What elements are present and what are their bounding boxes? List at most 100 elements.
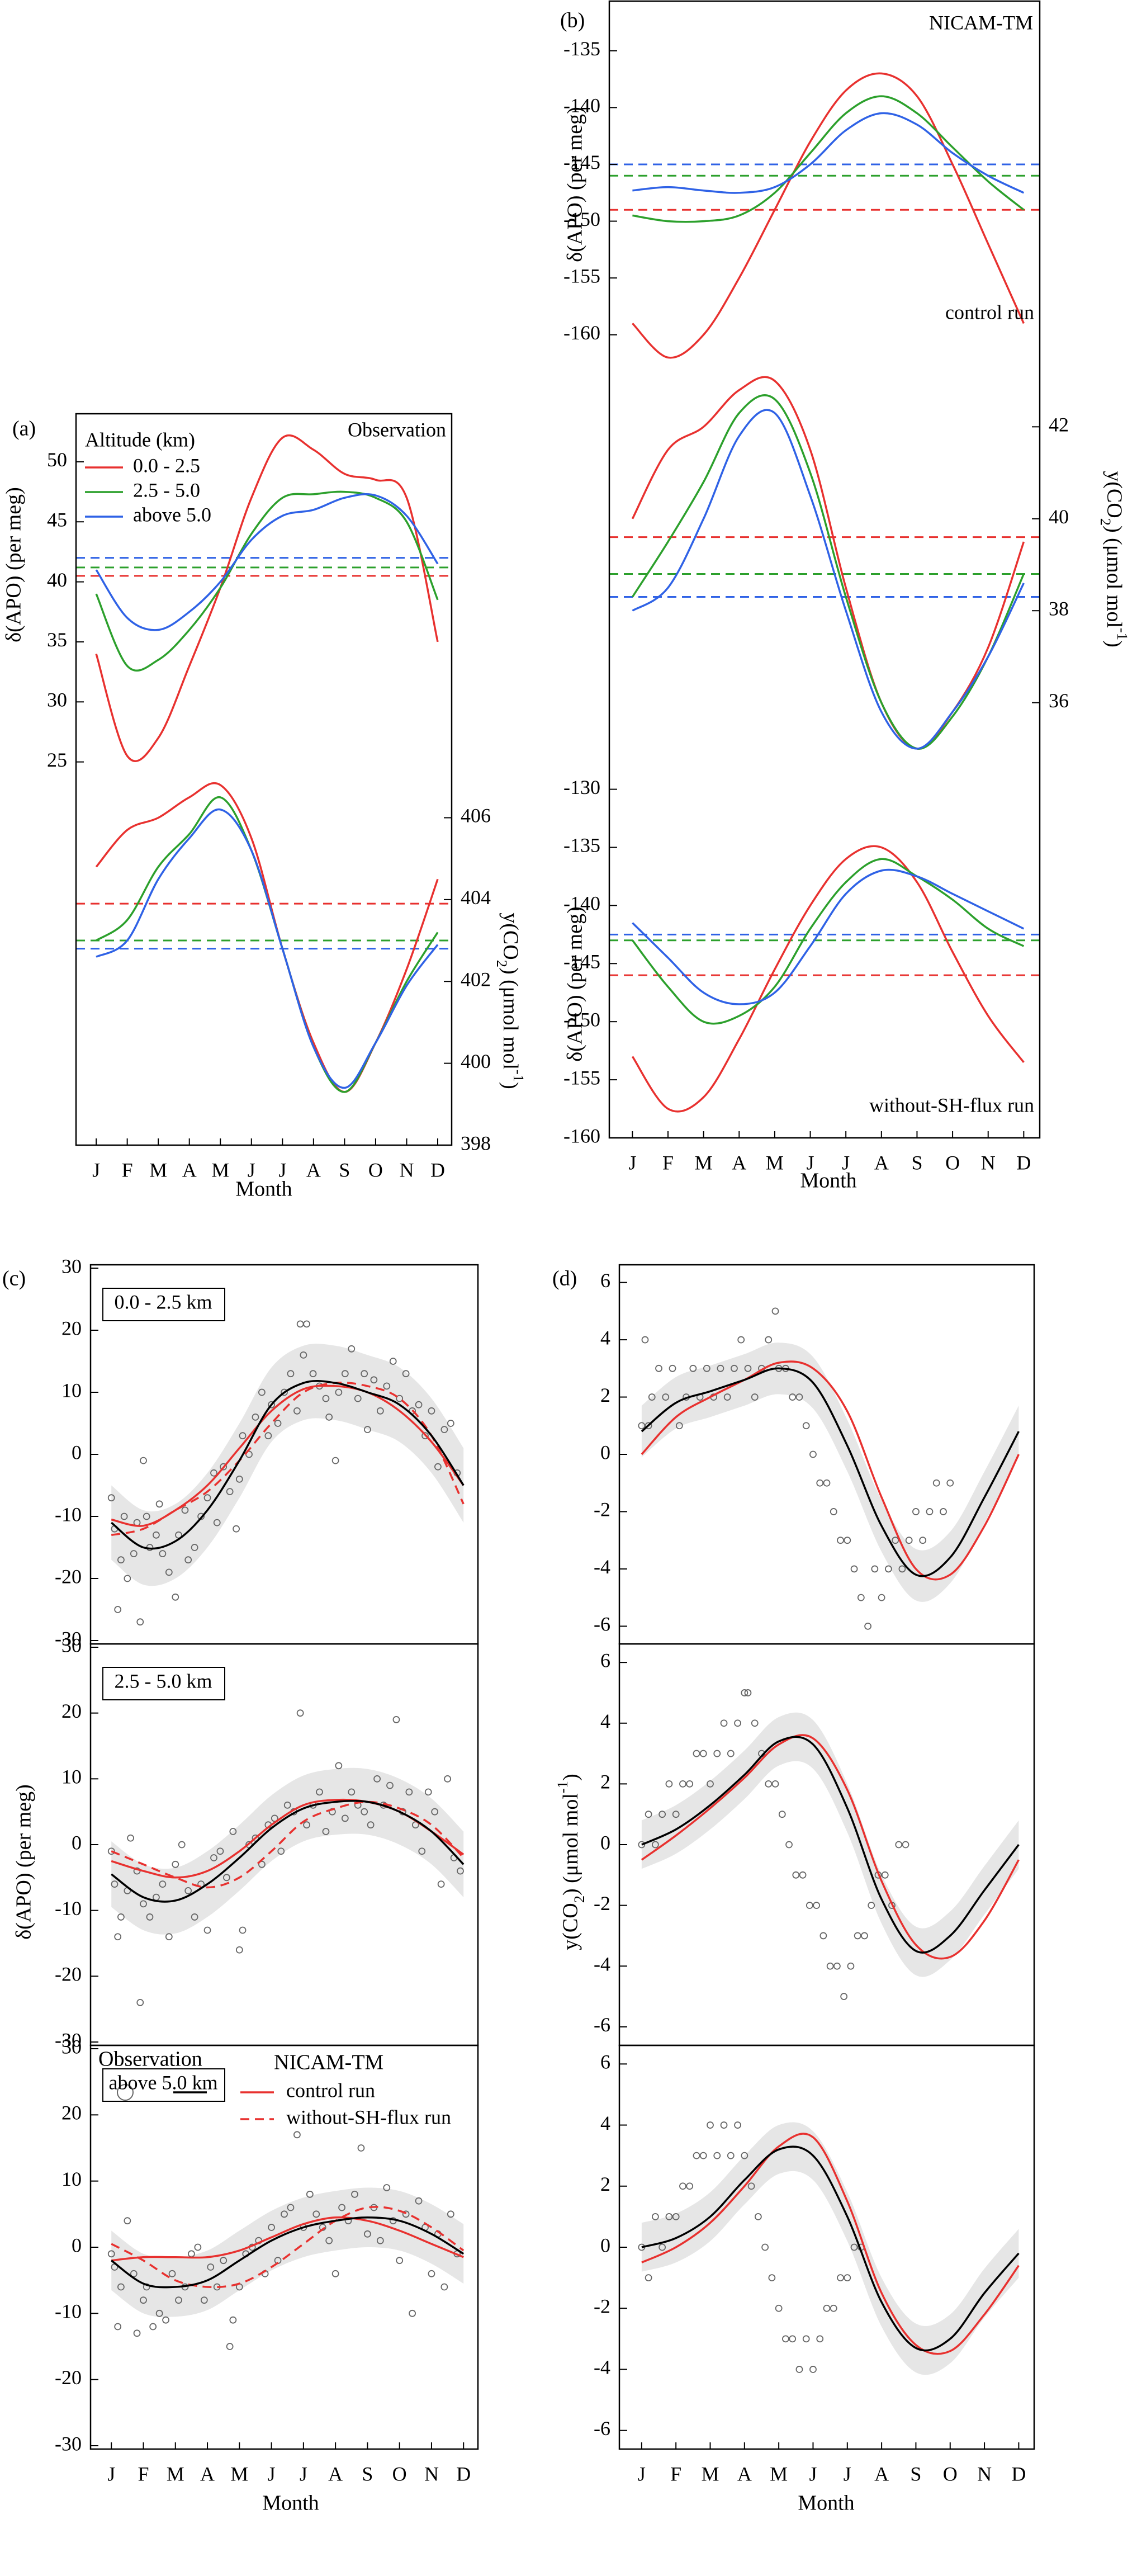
panel-c-observation-point xyxy=(312,2210,320,2218)
panel-d-observation-point xyxy=(717,1364,724,1372)
panel-b-ylabel-top: δ(APO) (per meg) xyxy=(563,107,587,262)
panel-c-observation-point xyxy=(117,1913,125,1921)
panel-c-observation-point xyxy=(316,1788,323,1796)
panel-c-control-line xyxy=(111,1384,465,1527)
panel-a-apo-tick-label: 50 xyxy=(47,448,67,471)
panel-b-month-label: D xyxy=(1016,1151,1031,1174)
panel-c-observation-point xyxy=(361,1808,368,1816)
panel-c-observation-point xyxy=(341,1814,349,1822)
panel-d-control-line xyxy=(641,1734,1020,1960)
panel-d-observation-point xyxy=(785,1841,793,1849)
panel-a-apo-line xyxy=(95,490,439,672)
panel-c-observation-point xyxy=(335,1762,343,1770)
panel-c-y-tick-label: 30 xyxy=(61,1634,82,1656)
panel-d-observation-point xyxy=(686,1780,694,1788)
panel-d-observation-point xyxy=(847,1962,855,1970)
panel-d-observation-point xyxy=(795,2366,803,2373)
panel-a-month-label: J xyxy=(248,1159,255,1181)
panel-a-month-label: F xyxy=(122,1159,133,1181)
panel-d-y-tick-label: -2 xyxy=(594,2295,610,2317)
panel-c-subplot-label-box xyxy=(102,2068,225,2102)
panel-a-co2-tick-label: 400 xyxy=(461,1050,491,1072)
panel-c-observation-point xyxy=(457,1867,464,1875)
panel-d-y-tick-label: 4 xyxy=(600,1326,610,1349)
panel-c-observation-point xyxy=(111,1880,119,1888)
panel-c-observation-point xyxy=(159,1550,167,1558)
panel-c-observation-point xyxy=(178,1841,186,1849)
panel-d-month-label: J xyxy=(844,2462,851,2485)
panel-a-month-label: D xyxy=(430,1159,445,1181)
panel-c-observation-fit-line xyxy=(111,1380,465,1550)
panel-c-y-tick-label: -30 xyxy=(55,2029,82,2051)
panel-c-observation-point xyxy=(172,1860,179,1868)
panel-d-observation-point xyxy=(809,1450,817,1458)
panel-d-observation-point xyxy=(871,1565,879,1573)
panel-b-bottom-tick-label: -145 xyxy=(563,951,600,973)
panel-c-observation-point xyxy=(210,1854,217,1861)
panel-c-legend-model: NICAM-TM xyxy=(274,2051,383,2074)
panel-c-month-label: M xyxy=(230,2462,248,2485)
panel-d-observation-point xyxy=(741,2152,748,2159)
panel-d-observation-point xyxy=(731,1364,738,1372)
panel-c-observation-point xyxy=(229,1828,237,1835)
panel-d-observation-point xyxy=(744,1689,752,1696)
panel-c-observation-point xyxy=(322,1828,330,1835)
panel-d-observation-point xyxy=(940,1508,947,1515)
panel-d-observation-point xyxy=(679,2182,686,2190)
panel-c-observation-point xyxy=(271,1814,278,1822)
panel-c-observation-point xyxy=(226,1488,234,1496)
panel-c-observation-point xyxy=(130,2270,138,2277)
panel-c-ylabel: δ(APO) (per meg) xyxy=(12,1784,36,1940)
panel-c-subplot-label-box xyxy=(102,1288,225,1321)
panel-d-y-tick-label: 0 xyxy=(600,1831,610,1854)
panel-d-observation-point xyxy=(902,1841,909,1849)
panel-c-observation-point xyxy=(415,2197,423,2205)
panel-d-y-tick-label: 0 xyxy=(600,1441,610,1463)
panel-b-ylabel-right: y(CO2) (μmol mol-1) xyxy=(1097,471,1131,647)
panel-c-band xyxy=(111,2187,464,2317)
panel-d-observation-point xyxy=(932,1479,940,1487)
panel-c-observation-point xyxy=(140,1900,147,1908)
panel-c-observation-point xyxy=(424,1788,432,1796)
panel-b-co2-line xyxy=(631,394,1025,750)
panel-d-observation-point xyxy=(778,1811,786,1818)
panel-a-apo-line xyxy=(95,434,439,762)
panel-d-y-tick-label: 4 xyxy=(600,1710,610,1732)
panel-b-frame xyxy=(608,0,1041,1139)
panel-c-observation-point xyxy=(120,1512,128,1520)
panel-a-apo-tick-label: 40 xyxy=(47,569,67,591)
panel-c-subplot-label-box xyxy=(102,1667,225,1700)
panel-d-month-label: O xyxy=(943,2462,958,2485)
panel-c-observation-point xyxy=(239,1432,247,1440)
panel-b-title: NICAM-TM xyxy=(929,11,1033,34)
panel-d-observation-point xyxy=(782,2335,789,2343)
panel-c-observation-point xyxy=(203,1926,211,1934)
panel-c-observation-point xyxy=(421,1432,429,1440)
panel-a-co2-tick-label: 406 xyxy=(461,805,491,827)
panel-d-y-tick-label: 6 xyxy=(600,1649,610,1671)
panel-d-y-tick-label: -6 xyxy=(594,2417,610,2440)
panel-d-observation-point xyxy=(638,1841,646,1849)
panel-a-ylabel-left: δ(APO) (per meg) xyxy=(2,487,26,642)
panel-d-observation-point xyxy=(775,2304,783,2312)
panel-d-observation-point xyxy=(699,2152,707,2159)
panel-c-observation-point xyxy=(300,1351,307,1359)
panel-c-observation-point xyxy=(437,1880,445,1888)
panel-d-observation-point xyxy=(734,2121,741,2129)
panel-d-observation-point xyxy=(823,2304,831,2312)
panel-d-observation-point xyxy=(799,1871,807,1879)
panel-d-observation-point xyxy=(895,1841,903,1849)
panel-c-observation-point xyxy=(361,1370,368,1378)
panel-c-observation-point xyxy=(306,2190,314,2198)
panel-c-month-label: S xyxy=(362,2462,373,2485)
panel-b-month-label: F xyxy=(662,1151,674,1174)
panel-c-observation-point xyxy=(181,1506,189,1514)
panel-c-observation-point xyxy=(364,2230,371,2238)
panel-d-observation-point xyxy=(744,1364,752,1372)
panel-c-y-tick-label: -30 xyxy=(55,2432,82,2455)
panel-d-observation-point xyxy=(693,2152,700,2159)
panel-a-month-label: M xyxy=(149,1159,167,1181)
panel-d-band xyxy=(641,1712,1019,1977)
panel-d-observation-point xyxy=(857,1594,865,1601)
